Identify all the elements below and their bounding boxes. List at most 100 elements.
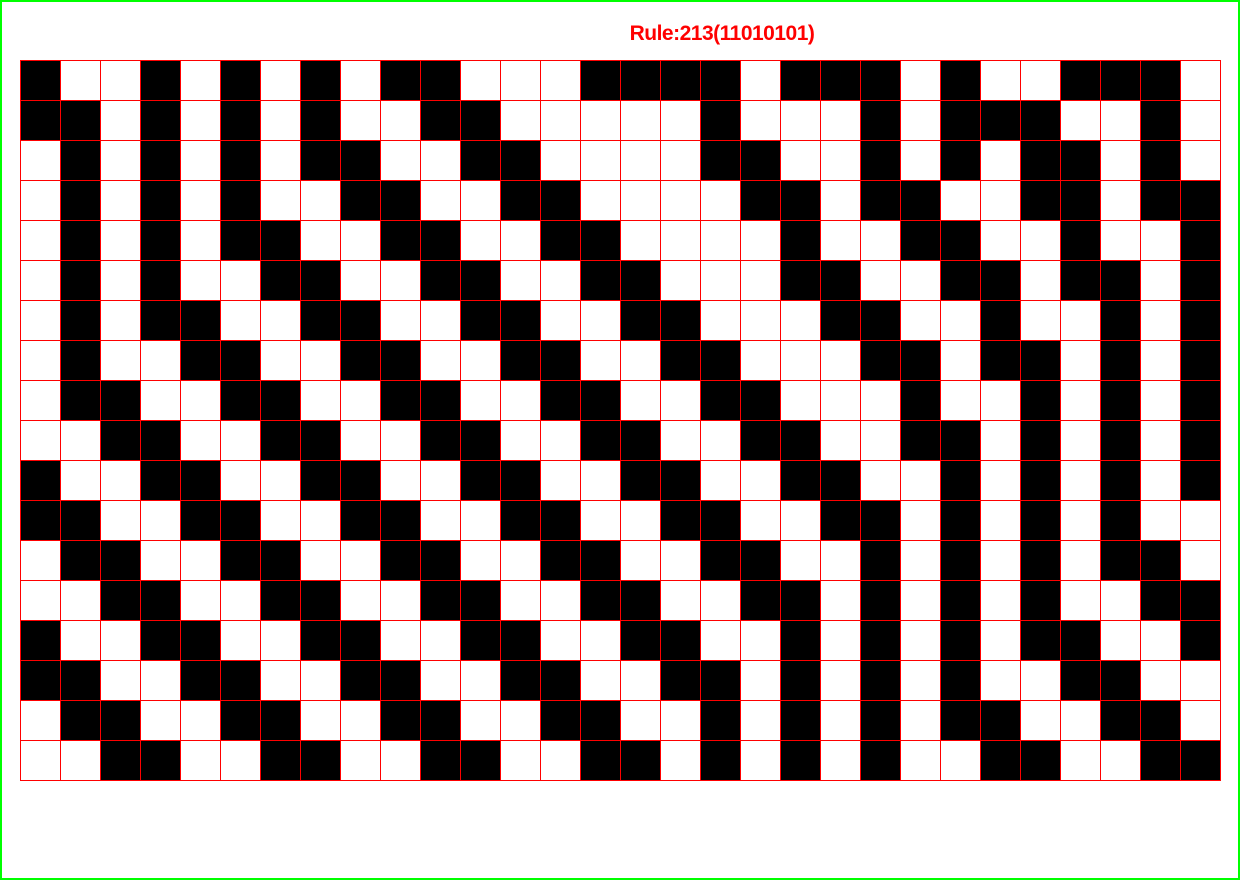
cell-dead bbox=[540, 140, 580, 180]
cell-dead bbox=[900, 460, 940, 500]
cell-alive bbox=[1020, 540, 1060, 580]
cell-dead bbox=[1060, 740, 1100, 780]
cell-alive bbox=[1180, 340, 1220, 380]
cell-dead bbox=[340, 580, 380, 620]
cell-dead bbox=[380, 260, 420, 300]
cell-alive bbox=[340, 180, 380, 220]
cell-dead bbox=[820, 580, 860, 620]
cell-dead bbox=[540, 460, 580, 500]
cell-dead bbox=[60, 420, 100, 460]
cell-dead bbox=[900, 60, 940, 100]
cell-dead bbox=[580, 100, 620, 140]
cell-alive bbox=[700, 740, 740, 780]
cell-alive bbox=[140, 300, 180, 340]
cell-dead bbox=[500, 260, 540, 300]
cell-dead bbox=[300, 380, 340, 420]
cell-alive bbox=[1020, 460, 1060, 500]
cell-alive bbox=[220, 180, 260, 220]
cell-alive bbox=[580, 540, 620, 580]
cell-dead bbox=[1100, 740, 1140, 780]
cell-alive bbox=[380, 380, 420, 420]
cell-alive bbox=[620, 620, 660, 660]
cell-alive bbox=[1180, 260, 1220, 300]
cell-alive bbox=[100, 380, 140, 420]
cell-dead bbox=[660, 100, 700, 140]
cell-alive bbox=[420, 700, 460, 740]
cell-dead bbox=[580, 340, 620, 380]
cell-alive bbox=[740, 420, 780, 460]
cell-dead bbox=[740, 740, 780, 780]
cell-alive bbox=[300, 740, 340, 780]
cell-dead bbox=[900, 260, 940, 300]
cell-alive bbox=[380, 180, 420, 220]
cell-alive bbox=[860, 740, 900, 780]
cell-alive bbox=[860, 620, 900, 660]
cell-dead bbox=[620, 700, 660, 740]
cell-dead bbox=[140, 380, 180, 420]
cell-alive bbox=[900, 420, 940, 460]
cell-alive bbox=[940, 540, 980, 580]
cell-dead bbox=[180, 60, 220, 100]
cell-alive bbox=[940, 260, 980, 300]
cell-alive bbox=[1180, 300, 1220, 340]
cell-dead bbox=[500, 380, 540, 420]
cell-alive bbox=[860, 540, 900, 580]
cell-alive bbox=[420, 380, 460, 420]
cell-alive bbox=[1140, 740, 1180, 780]
cell-dead bbox=[500, 420, 540, 460]
cell-alive bbox=[460, 580, 500, 620]
cell-alive bbox=[940, 60, 980, 100]
cell-alive bbox=[500, 660, 540, 700]
cell-dead bbox=[1140, 620, 1180, 660]
cell-dead bbox=[460, 60, 500, 100]
cell-dead bbox=[100, 60, 140, 100]
cell-alive bbox=[540, 540, 580, 580]
cell-dead bbox=[460, 540, 500, 580]
cell-alive bbox=[620, 460, 660, 500]
cell-dead bbox=[20, 740, 60, 780]
cell-dead bbox=[1060, 460, 1100, 500]
cell-alive bbox=[860, 140, 900, 180]
cell-dead bbox=[460, 500, 500, 540]
cell-alive bbox=[1100, 380, 1140, 420]
cell-alive bbox=[220, 380, 260, 420]
cell-alive bbox=[340, 660, 380, 700]
cell-alive bbox=[60, 500, 100, 540]
cell-alive bbox=[20, 460, 60, 500]
cell-dead bbox=[580, 180, 620, 220]
cell-dead bbox=[1020, 660, 1060, 700]
cell-alive bbox=[1100, 340, 1140, 380]
cell-alive bbox=[140, 180, 180, 220]
cell-dead bbox=[180, 220, 220, 260]
cell-alive bbox=[60, 140, 100, 180]
cell-alive bbox=[380, 700, 420, 740]
cell-dead bbox=[860, 380, 900, 420]
cell-alive bbox=[1020, 420, 1060, 460]
cell-dead bbox=[420, 140, 460, 180]
cell-dead bbox=[20, 380, 60, 420]
cell-dead bbox=[500, 740, 540, 780]
cell-dead bbox=[340, 700, 380, 740]
cell-alive bbox=[60, 300, 100, 340]
cell-dead bbox=[580, 460, 620, 500]
cell-dead bbox=[300, 540, 340, 580]
cell-alive bbox=[500, 500, 540, 540]
cell-dead bbox=[700, 260, 740, 300]
cell-alive bbox=[820, 60, 860, 100]
cell-dead bbox=[620, 220, 660, 260]
cell-dead bbox=[1140, 300, 1180, 340]
cell-alive bbox=[500, 300, 540, 340]
cell-alive bbox=[140, 580, 180, 620]
cell-dead bbox=[180, 580, 220, 620]
cell-dead bbox=[1060, 420, 1100, 460]
cell-alive bbox=[540, 180, 580, 220]
cell-dead bbox=[820, 540, 860, 580]
cell-dead bbox=[1140, 380, 1180, 420]
cell-alive bbox=[940, 420, 980, 460]
cell-alive bbox=[60, 340, 100, 380]
cell-dead bbox=[500, 540, 540, 580]
cell-alive bbox=[1140, 540, 1180, 580]
cell-alive bbox=[1060, 260, 1100, 300]
cell-dead bbox=[460, 380, 500, 420]
cell-dead bbox=[620, 340, 660, 380]
